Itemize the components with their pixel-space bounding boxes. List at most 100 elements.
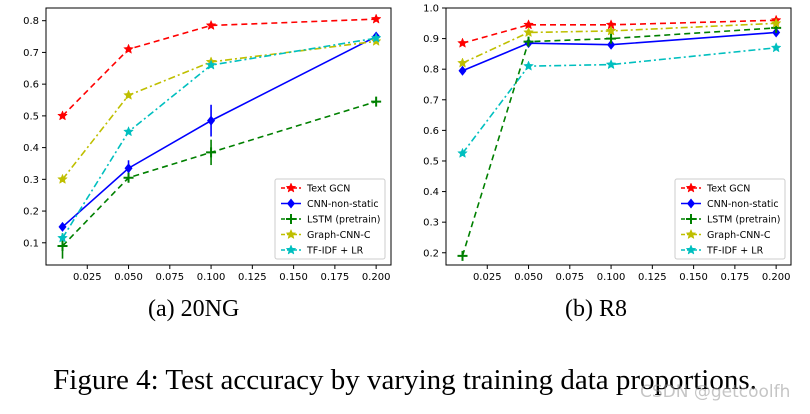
data-point: [458, 65, 467, 76]
legend-marker: [286, 214, 296, 224]
data-point: [605, 25, 617, 36]
data-point: [371, 96, 382, 107]
legend-marker: [285, 182, 297, 193]
series-lstm-pretrain: [457, 22, 782, 261]
x-tick-label: 0.175: [721, 272, 750, 283]
data-point: [57, 110, 68, 121]
legend-label: Text GCN: [306, 184, 350, 195]
series-lstm-pretrain: [57, 96, 382, 259]
y-tick-label: 0.5: [23, 111, 39, 122]
data-point: [57, 240, 68, 251]
data-point: [457, 250, 468, 261]
legend-label: Graph-CNN-C: [707, 230, 771, 241]
x-tick-label: 0.125: [638, 272, 667, 283]
y-tick-label: 0.6: [23, 80, 39, 91]
data-point: [370, 35, 382, 46]
x-tick-label: 0.150: [279, 272, 308, 283]
data-point: [205, 19, 217, 31]
y-tick-label: 0.2: [23, 207, 39, 218]
series-tf-idf-lr: [457, 42, 782, 158]
legend: Text GCN CNN-non-static LSTM (pretrain) Gra…: [674, 178, 786, 260]
series-line: [61, 40, 377, 180]
y-tick-label: 0.3: [23, 175, 39, 186]
x-tick-label: 0.025: [73, 272, 102, 283]
x-tick-label: 0.200: [362, 272, 391, 283]
plot-frame: [45, 7, 392, 266]
legend-label: Text GCN: [706, 184, 750, 195]
legend-box: [674, 178, 786, 260]
x-tick-label: 0.200: [762, 272, 791, 283]
data-point: [770, 42, 782, 53]
legend-marker: [285, 228, 297, 240]
data-point: [370, 32, 382, 43]
legend-marker: [287, 198, 295, 209]
data-point: [607, 39, 616, 50]
data-point: [370, 13, 382, 24]
panel-label-r8: (b) R8: [565, 296, 627, 322]
y-tick-label: 0.3: [423, 218, 439, 229]
series-line: [461, 27, 777, 257]
y-tick-label: 0.4: [23, 143, 39, 154]
y-tick-label: 0.4: [423, 187, 439, 198]
y-tick-label: 0.5: [423, 156, 439, 167]
legend-marker: [686, 214, 696, 224]
data-point: [206, 147, 217, 158]
data-point: [123, 89, 134, 100]
series-cnn-non-static: [458, 27, 781, 76]
data-point: [457, 57, 468, 68]
legend-label: TF-IDF + LR: [306, 246, 364, 257]
panel-label-20ng: (a) 20NG: [148, 296, 240, 322]
legend-label: Graph-CNN-C: [307, 230, 371, 241]
y-tick-label: 1.0: [423, 4, 439, 15]
x-tick-label: 0.150: [679, 272, 708, 283]
legend-label: LSTM (pretrain): [307, 215, 380, 226]
x-tick-label: 0.050: [114, 272, 143, 283]
data-point: [605, 58, 617, 70]
series-text-gcn: [57, 13, 382, 121]
legend-label: LSTM (pretrain): [707, 215, 780, 226]
y-tick-label: 0.8: [23, 16, 39, 27]
series-graph-cnn-c: [457, 17, 782, 68]
legend: Text GCN CNN-non-static LSTM (pretrain) Gra…: [274, 178, 386, 260]
data-point: [205, 59, 217, 70]
y-tick-label: 0.7: [423, 95, 439, 106]
legend-marker: [685, 228, 697, 240]
y-tick-label: 0.8: [423, 65, 439, 76]
x-tick-label: 0.100: [597, 272, 626, 283]
x-tick-label: 0.075: [155, 272, 184, 283]
y-tick-label: 0.6: [423, 126, 439, 137]
series-line: [462, 31, 777, 72]
y-tick-label: 0.9: [423, 34, 439, 45]
legend-label: CNN-non-static: [707, 199, 779, 210]
x-tick-label: 0.075: [555, 272, 584, 283]
legend-marker: [687, 198, 695, 209]
figure-caption: Figure 4: Test accuracy by varying train…: [53, 364, 757, 396]
data-point: [523, 60, 534, 71]
series-line: [61, 18, 377, 117]
data-point: [57, 173, 68, 184]
series-tf-idf-lr: [57, 32, 382, 243]
y-tick-label: 0.7: [23, 48, 39, 59]
data-point: [123, 126, 134, 137]
legend-label: CNN-non-static: [307, 199, 379, 210]
data-point: [457, 37, 468, 48]
data-point: [123, 43, 134, 54]
x-tick-label: 0.025: [473, 272, 502, 283]
data-point: [606, 33, 617, 44]
x-tick-label: 0.050: [514, 272, 543, 283]
figure-charts: 0.025 0.050 0.075 0.100 0.125 0.150 0.175 0.200…: [23, 4, 792, 283]
legend-label: TF-IDF + LR: [706, 246, 764, 257]
legend-marker: [685, 244, 697, 255]
watermark: CSDN @getcoolfh: [640, 382, 791, 402]
x-tick-label: 0.125: [238, 272, 267, 283]
data-point: [58, 221, 67, 232]
data-point: [57, 232, 68, 243]
data-point: [523, 26, 534, 38]
series-line: [61, 37, 377, 239]
legend-marker: [685, 182, 697, 193]
data-point: [523, 36, 534, 47]
data-point: [457, 147, 468, 158]
legend-marker: [285, 244, 297, 255]
plot-frame: [445, 7, 792, 266]
data-point: [123, 172, 134, 183]
